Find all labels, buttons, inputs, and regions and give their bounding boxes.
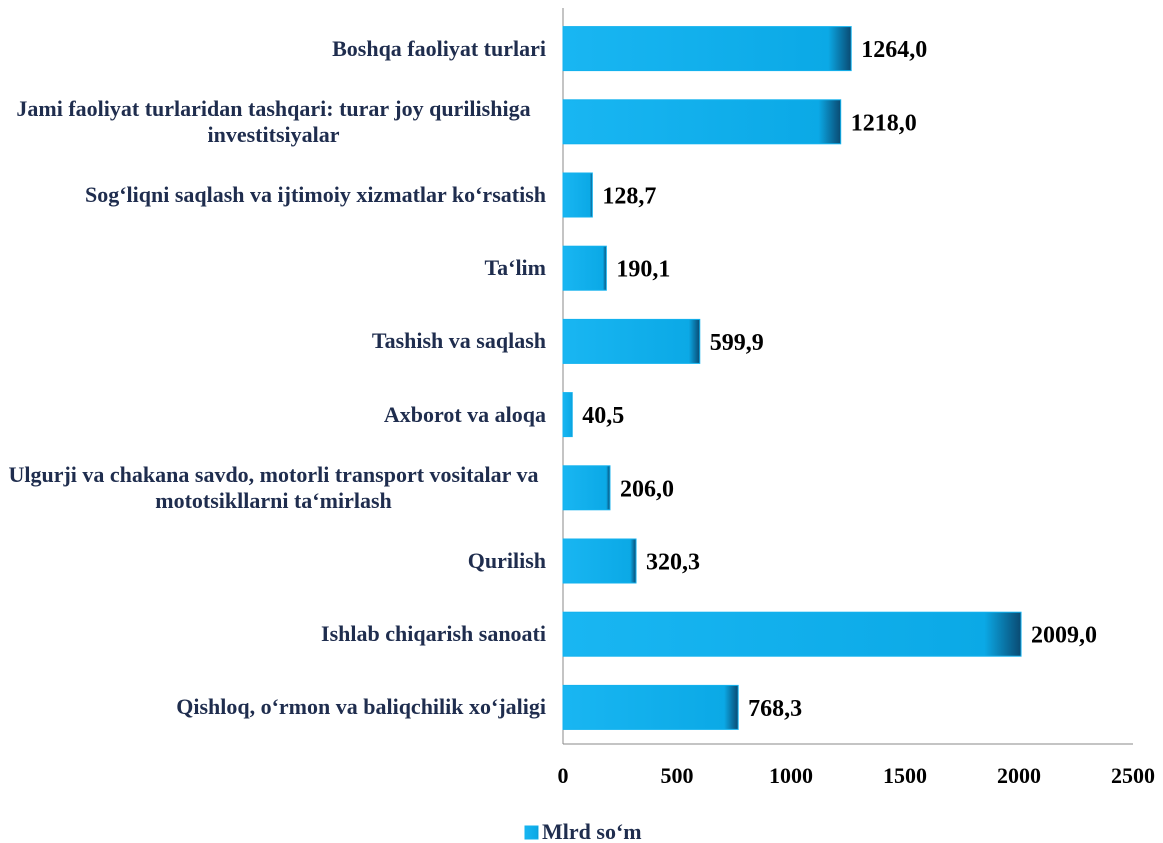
category-label: Qishloq, o‘rmon va baliqchilik xo‘jaligi: [176, 694, 546, 720]
bar: [562, 611, 1022, 657]
bar: [562, 465, 611, 511]
value-label: 190,1: [616, 257, 670, 283]
bar: [562, 392, 573, 438]
bar: [562, 172, 593, 218]
legend-label: Mlrd so‘m: [542, 819, 642, 843]
category-label: Ishlab chiqarish sanoati: [321, 621, 546, 647]
value-label: 1218,0: [851, 110, 917, 136]
value-label: 768,3: [748, 696, 802, 722]
bar: [562, 245, 607, 291]
bar: [562, 538, 637, 584]
value-label: 40,5: [582, 403, 624, 429]
legend-swatch: [524, 825, 539, 840]
category-label: Qurilish: [467, 548, 546, 573]
x-tick-label: 1500: [883, 763, 927, 788]
category-label: Ulgurji va chakana savdo, motorli transp…: [8, 461, 539, 513]
category-label: Axborot va aloqa: [383, 401, 546, 427]
category-label: Tashish va saqlash: [371, 328, 546, 354]
value-label: 128,7: [602, 184, 656, 210]
bar: [562, 318, 701, 364]
category-label: Sog‘liqni saqlash va ijtimoiy xizmatlar …: [84, 182, 546, 207]
value-label: 599,9: [710, 330, 764, 356]
value-label: 2009,0: [1031, 623, 1097, 649]
bar: [562, 26, 852, 72]
x-tick-label: 500: [661, 763, 694, 788]
x-tick-label: 1000: [769, 763, 813, 788]
value-label: 1264,0: [861, 37, 927, 63]
x-tick-label: 0: [558, 763, 569, 788]
bar: [562, 684, 739, 730]
category-label: Boshqa faoliyat turlari: [332, 35, 546, 61]
category-label: Jami faoliyat turlaridan tashqari: turar…: [16, 95, 531, 147]
category-label: Ta‘lim: [484, 255, 546, 281]
x-tick-label: 2500: [1111, 763, 1155, 788]
value-label: 320,3: [646, 550, 700, 576]
bar: [562, 99, 842, 145]
value-label: 206,0: [620, 476, 674, 502]
x-tick-label: 2000: [997, 763, 1041, 788]
